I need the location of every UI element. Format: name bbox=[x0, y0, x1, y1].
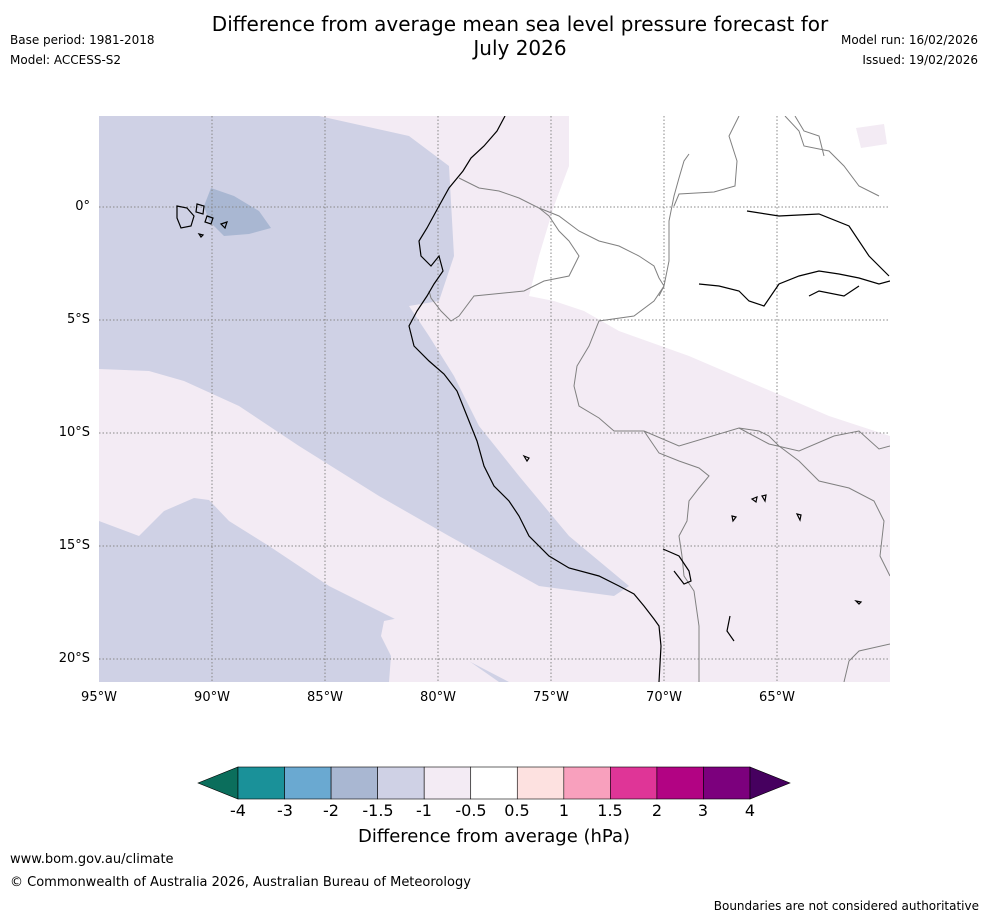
cbar-tick: 4 bbox=[744, 801, 756, 820]
fill-minus-0.5-ne bbox=[856, 124, 887, 148]
country-borders bbox=[428, 116, 890, 682]
title-line-1: Difference from average mean sea level p… bbox=[211, 12, 829, 36]
cbar-tick: -3 bbox=[277, 801, 293, 820]
base-period: Base period: 1981-2018 bbox=[10, 33, 155, 47]
map-title: Difference from average mean sea level p… bbox=[190, 12, 850, 60]
lat-label-20s: 20°S bbox=[58, 651, 90, 666]
lon-label-95w: 95°W bbox=[81, 690, 117, 705]
meta-left: Base period: 1981-2018 Model: ACCESS-S2 bbox=[10, 30, 155, 70]
lon-label-85w: 85°W bbox=[307, 690, 343, 705]
colorbar-bin bbox=[237, 766, 285, 800]
cbar-tick: -4 bbox=[230, 801, 246, 820]
meta-right: Model run: 16/02/2026 Issued: 19/02/2026 bbox=[841, 30, 978, 70]
lon-label-90w: 90°W bbox=[194, 690, 230, 705]
colorbar-extend-high bbox=[749, 766, 791, 800]
issued-date: Issued: 19/02/2026 bbox=[862, 53, 978, 67]
lat-label-0: 0° bbox=[75, 199, 90, 214]
colorbar-bin bbox=[516, 766, 565, 800]
colorbar-bin bbox=[377, 766, 425, 800]
cbar-tick: -2 bbox=[323, 801, 339, 820]
fill-minus-1-ocean bbox=[99, 116, 629, 596]
colorbar-bin bbox=[656, 766, 704, 800]
colorbar-bin bbox=[470, 766, 518, 800]
cbar-tick: 2 bbox=[651, 801, 663, 820]
cbar-tick: 1.5 bbox=[597, 801, 623, 820]
lat-label-15s: 15°S bbox=[58, 538, 90, 553]
lon-label-80w: 80°W bbox=[420, 690, 456, 705]
colorbar-title: Difference from average (hPa) bbox=[357, 826, 631, 847]
coastlines bbox=[176, 116, 890, 682]
lon-label-70w: 70°W bbox=[646, 690, 682, 705]
cbar-tick: -0.5 bbox=[455, 801, 487, 820]
cbar-tick: -1 bbox=[416, 801, 432, 820]
graticule bbox=[99, 116, 890, 682]
colorbar-bin bbox=[610, 766, 658, 800]
lon-label-75w: 75°W bbox=[533, 690, 569, 705]
footer-url[interactable]: www.bom.gov.au/climate bbox=[10, 852, 174, 867]
title-line-2: July 2026 bbox=[473, 36, 567, 60]
colorbar-extend-low bbox=[197, 766, 239, 800]
model-run: Model run: 16/02/2026 bbox=[840, 33, 978, 47]
cbar-tick: 3 bbox=[697, 801, 709, 820]
lon-label-65w: 65°W bbox=[759, 690, 795, 705]
model-name: Model: ACCESS-S2 bbox=[10, 53, 122, 67]
lat-label-10s: 10°S bbox=[58, 425, 90, 440]
map-svg bbox=[99, 116, 890, 682]
cbar-tick: -1.5 bbox=[362, 801, 394, 820]
colorbar-bin bbox=[703, 766, 751, 800]
cbar-tick: 1 bbox=[558, 801, 570, 820]
colorbar bbox=[197, 766, 791, 800]
lat-label-5s: 5°S bbox=[66, 312, 90, 327]
footer-copyright: © Commonwealth of Australia 2026, Austra… bbox=[10, 875, 471, 890]
colorbar-bin bbox=[423, 766, 472, 800]
colorbar-bins bbox=[237, 766, 751, 800]
footer-disclaimer: Boundaries are not considered authoritat… bbox=[713, 899, 979, 913]
cbar-tick: 0.5 bbox=[504, 801, 530, 820]
fill-neutral-amazon bbox=[529, 116, 890, 436]
fill-minus-0.5-pocket bbox=[381, 618, 499, 682]
colorbar-bin bbox=[563, 766, 611, 800]
colorbar-bin bbox=[330, 766, 378, 800]
colorbar-bin bbox=[284, 766, 332, 800]
map-area bbox=[99, 116, 890, 682]
